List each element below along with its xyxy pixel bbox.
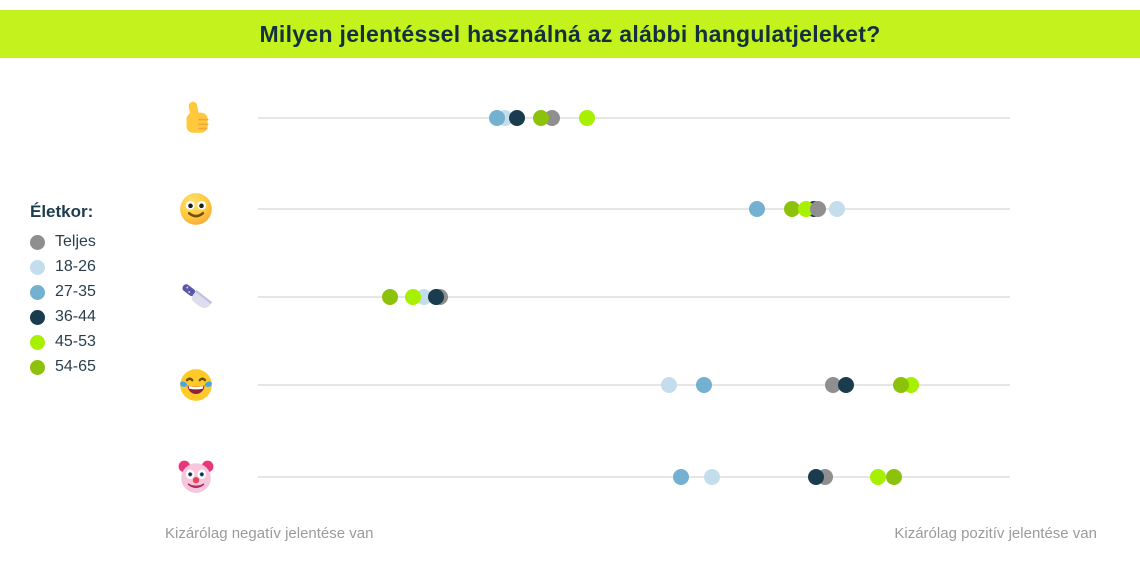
dot-slightly-smiling-face-54-65 xyxy=(783,201,800,217)
dot-slightly-smiling-face-teljes xyxy=(810,201,827,217)
legend-item-45-53: 45-53 xyxy=(30,333,96,351)
legend-dot xyxy=(30,234,45,250)
axis-line xyxy=(258,476,1010,478)
legend-label: 36-44 xyxy=(55,308,96,325)
dot-kitchen-knife-45-53 xyxy=(404,289,421,305)
legend-dot xyxy=(30,284,45,300)
legend-item-54-65: 54-65 xyxy=(30,358,96,376)
legend-label: 45-53 xyxy=(55,333,96,350)
kitchen-knife-emoji xyxy=(182,284,213,308)
dot-thumbs-up-54-65 xyxy=(532,110,549,126)
legend-label: 18-26 xyxy=(55,258,96,275)
dot-slightly-smiling-face-18-26 xyxy=(829,201,846,217)
dot-clown-face-18-26 xyxy=(704,469,721,485)
legend-dot xyxy=(30,259,45,275)
legend-items: Teljes 18-26 27-35 36-44 45-53 54-65 xyxy=(30,233,96,376)
dot-face-with-tears-of-joy-teljes xyxy=(825,377,842,393)
dot-face-with-tears-of-joy-36-44 xyxy=(838,377,855,393)
legend-label: 27-35 xyxy=(55,283,96,300)
age-legend: Életkor: Teljes 18-26 27-35 36-44 45-53 54-65 xyxy=(30,202,96,383)
legend-dot xyxy=(30,334,45,350)
legend-label: 54-65 xyxy=(55,358,96,375)
dot-thumbs-up-27-35 xyxy=(489,110,506,126)
axis-label-negative: Kizárólag negatív jelentése van xyxy=(165,525,374,542)
legend-item-18-26: 18-26 xyxy=(30,258,96,276)
axis-line xyxy=(258,296,1010,298)
legend-label: Teljes xyxy=(55,233,96,250)
dot-clown-face-36-44 xyxy=(807,469,824,485)
legend-item-36-44: 36-44 xyxy=(30,308,96,326)
dot-thumbs-up-36-44 xyxy=(508,110,525,126)
dot-thumbs-up-45-53 xyxy=(579,110,596,126)
dot-clown-face-45-53 xyxy=(869,469,886,485)
dot-face-with-tears-of-joy-27-35 xyxy=(695,377,712,393)
slightly-smiling-face-emoji xyxy=(180,193,212,225)
axis-line xyxy=(258,208,1010,210)
clown-face-emoji xyxy=(178,460,214,493)
title-banner: Milyen jelentéssel használná az alábbi h… xyxy=(0,10,1140,58)
dot-face-with-tears-of-joy-18-26 xyxy=(661,377,678,393)
axis-line xyxy=(258,384,1010,386)
dot-slightly-smiling-face-45-53 xyxy=(798,201,815,217)
axis-label-positive: Kizárólag pozitív jelentése van xyxy=(894,525,1097,542)
dot-clown-face-54-65 xyxy=(886,469,903,485)
thumbs-up-emoji xyxy=(186,101,209,133)
legend-dot xyxy=(30,359,45,375)
dot-face-with-tears-of-joy-54-65 xyxy=(892,377,909,393)
legend-item-teljes: Teljes xyxy=(30,233,96,251)
legend-dot xyxy=(30,309,45,325)
dot-kitchen-knife-36-44 xyxy=(428,289,445,305)
dot-kitchen-knife-54-65 xyxy=(382,289,399,305)
legend-title: Életkor: xyxy=(30,202,94,221)
axis-line xyxy=(258,117,1010,119)
face-with-tears-of-joy-emoji xyxy=(180,369,212,401)
legend-item-27-35: 27-35 xyxy=(30,283,96,301)
page-title: Milyen jelentéssel használná az alábbi h… xyxy=(259,20,881,47)
dot-slightly-smiling-face-27-35 xyxy=(749,201,766,217)
dot-clown-face-27-35 xyxy=(672,469,689,485)
